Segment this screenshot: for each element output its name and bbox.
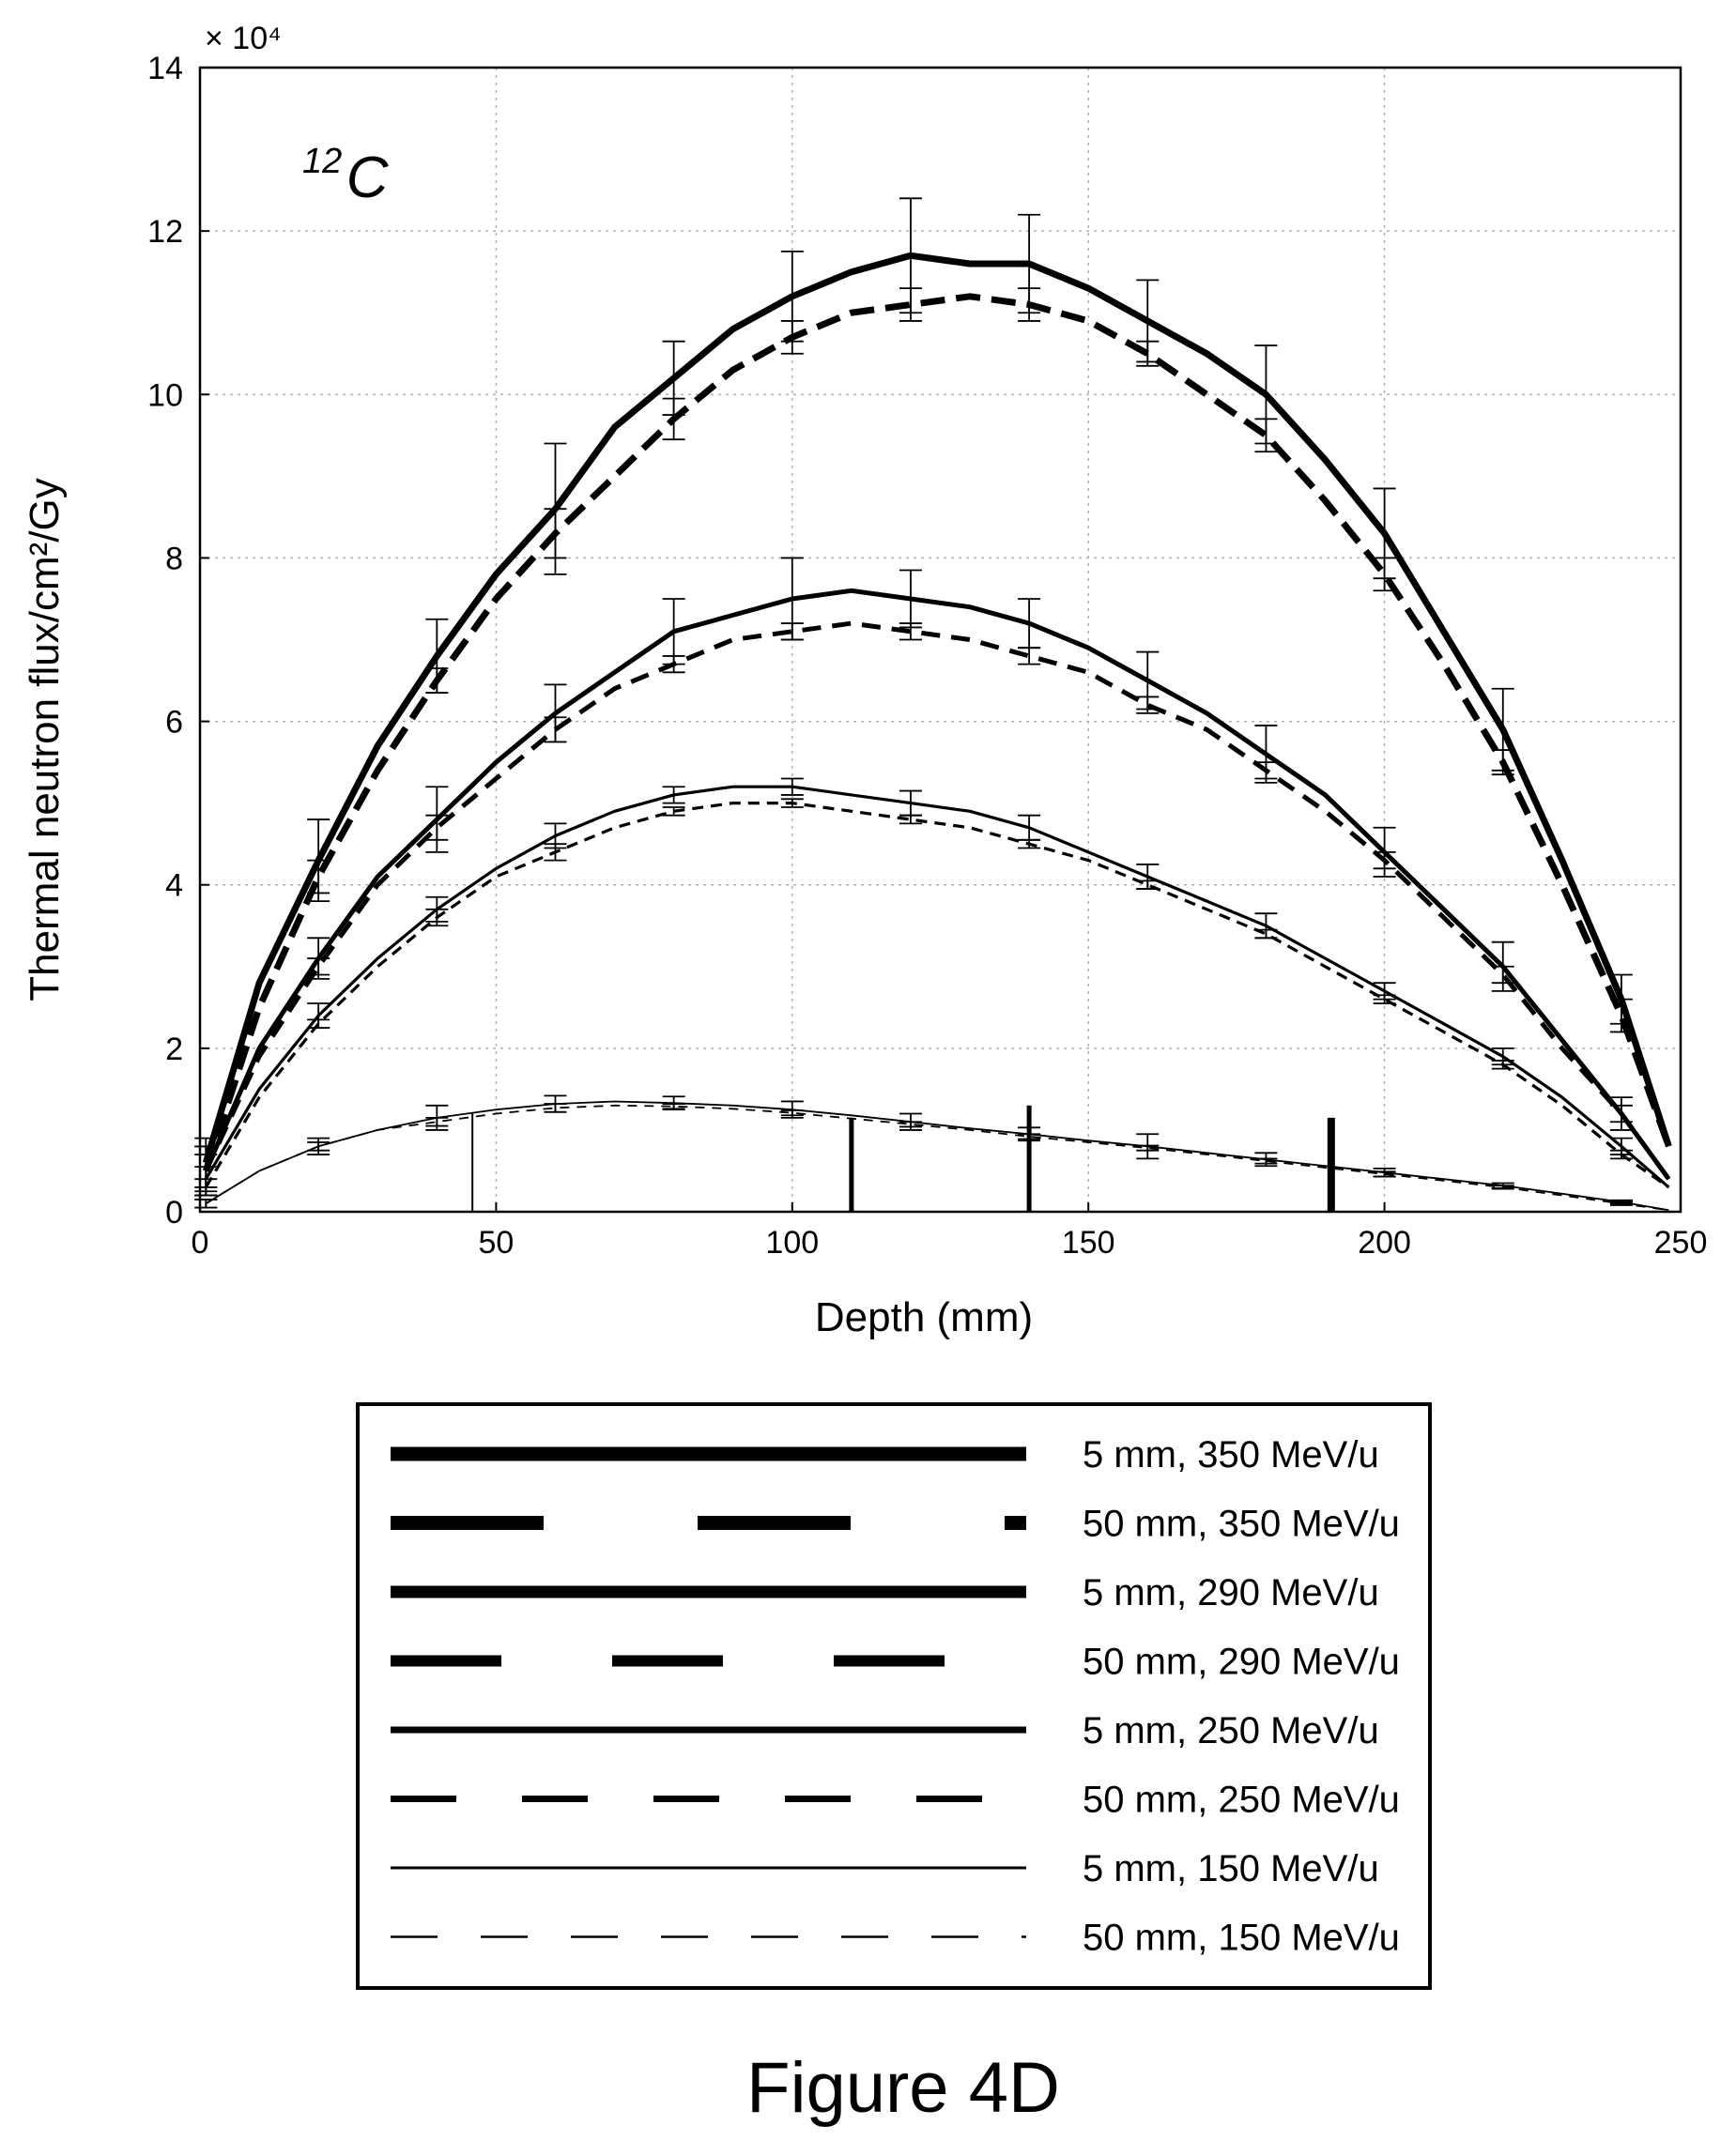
tick-labels: 0 50 100 150 200 250 0 2 4 6 8 10 12 14 — [147, 51, 1707, 1261]
x-tick-label: 0 — [192, 1225, 209, 1261]
x-tick-label: 200 — [1358, 1225, 1411, 1261]
series-line — [204, 785, 1670, 1189]
ion-label-sup: 12 — [302, 142, 342, 181]
series-6 — [194, 798, 1670, 1197]
series-group — [194, 197, 1672, 1212]
legend-label: 5 mm, 250 MeV/u — [1083, 1710, 1379, 1751]
y-tick-label: 6 — [165, 705, 183, 741]
legend-item: 5 mm, 150 MeV/u — [391, 1848, 1379, 1889]
y-tick-label: 2 — [165, 1032, 183, 1067]
legend-item: 5 mm, 350 MeV/u — [391, 1434, 1379, 1476]
plot-frame — [198, 66, 1682, 1214]
legend-label: 50 mm, 290 MeV/u — [1083, 1642, 1400, 1683]
figure-caption: Figure 4D — [746, 2048, 1060, 2128]
legend-item: 50 mm, 350 MeV/u — [391, 1504, 1400, 1545]
series-8 — [194, 1103, 1669, 1212]
y-tick-label: 14 — [147, 51, 183, 86]
legend-label: 50 mm, 150 MeV/u — [1083, 1918, 1400, 1959]
legend-label: 5 mm, 350 MeV/u — [1083, 1434, 1379, 1476]
y-tick-label: 4 — [165, 868, 183, 904]
series-2 — [194, 287, 1672, 1197]
marker-group — [471, 1105, 1335, 1212]
x-tick-label: 250 — [1654, 1225, 1708, 1261]
legend-label: 50 mm, 350 MeV/u — [1083, 1504, 1400, 1545]
legend-item: 50 mm, 250 MeV/u — [391, 1780, 1400, 1821]
series-3 — [194, 557, 1671, 1197]
series-line — [204, 620, 1671, 1181]
legend-label: 5 mm, 290 MeV/u — [1083, 1572, 1379, 1613]
series-line — [204, 588, 1671, 1181]
x-tick-label: 50 — [478, 1225, 514, 1261]
legend: 5 mm, 350 MeV/u 50 mm, 350 MeV/u 5 mm, 290… — [391, 1434, 1400, 1959]
ion-label: 12 C — [302, 142, 390, 210]
legend-item: 50 mm, 290 MeV/u — [391, 1642, 1400, 1683]
x-axis-label: Depth (mm) — [815, 1294, 1033, 1340]
legend-item: 5 mm, 290 MeV/u — [391, 1572, 1379, 1613]
y-multiplier: × 10⁴ — [205, 21, 282, 56]
legend-label: 50 mm, 250 MeV/u — [1083, 1780, 1400, 1821]
legend-item: 50 mm, 150 MeV/u — [391, 1918, 1400, 1959]
x-tick-label: 150 — [1062, 1225, 1115, 1261]
series-line — [202, 252, 1672, 1164]
y-axis-label: Thermal neutron flux/cm²/Gy — [22, 478, 68, 1002]
series-5 — [194, 777, 1670, 1193]
series-7 — [194, 1094, 1669, 1212]
y-tick-label: 10 — [147, 377, 183, 413]
legend-item: 5 mm, 250 MeV/u — [391, 1710, 1379, 1751]
ion-label-base: C — [346, 145, 390, 210]
series-line — [205, 1100, 1669, 1212]
series-line — [202, 293, 1672, 1172]
legend-box — [356, 1402, 1432, 1990]
x-tick-label: 100 — [765, 1225, 819, 1261]
axes — [198, 66, 1682, 1214]
series-line — [204, 802, 1670, 1189]
series-1 — [194, 197, 1672, 1188]
y-tick-label: 8 — [165, 541, 183, 576]
y-tick-label: 0 — [165, 1195, 183, 1231]
y-tick-label: 12 — [147, 214, 183, 250]
series-line — [205, 1104, 1669, 1212]
series-4 — [194, 620, 1671, 1188]
legend-label: 5 mm, 150 MeV/u — [1083, 1848, 1379, 1889]
